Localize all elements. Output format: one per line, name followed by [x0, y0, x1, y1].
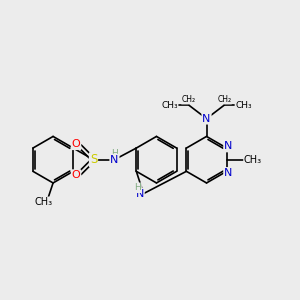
Text: O: O — [72, 139, 80, 149]
Text: H: H — [134, 183, 141, 192]
Text: N: N — [224, 141, 232, 152]
Text: CH₂: CH₂ — [182, 95, 196, 104]
Text: CH₃: CH₃ — [236, 100, 252, 109]
Text: N: N — [224, 168, 232, 178]
Text: S: S — [90, 153, 97, 166]
Text: CH₃: CH₃ — [244, 155, 262, 165]
Text: H: H — [111, 149, 118, 158]
Text: CH₃: CH₃ — [34, 197, 52, 207]
Text: N: N — [136, 189, 144, 199]
Text: CH₃: CH₃ — [161, 100, 178, 109]
Text: O: O — [72, 170, 80, 180]
Text: N: N — [110, 155, 119, 165]
Text: N: N — [202, 114, 211, 124]
Text: CH₂: CH₂ — [217, 95, 231, 104]
